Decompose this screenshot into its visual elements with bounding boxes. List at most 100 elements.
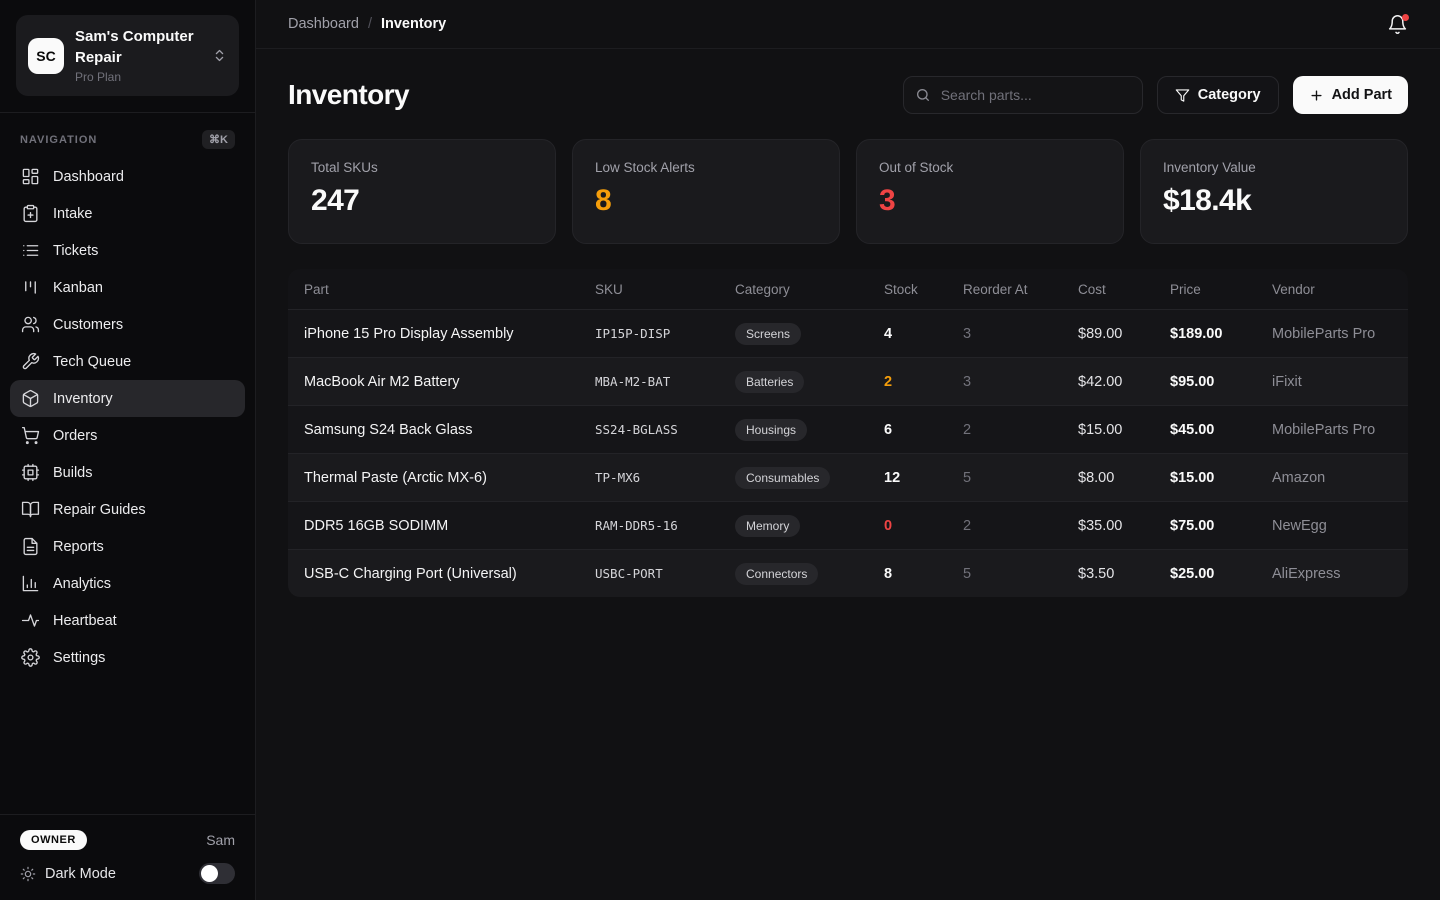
sidebar-item-label: Tech Queue: [53, 353, 132, 370]
table-header-row: Part SKU Category Stock Reorder At Cost …: [288, 269, 1408, 309]
inventory-table: Part SKU Category Stock Reorder At Cost …: [288, 269, 1408, 597]
sidebar-item-label: Orders: [53, 427, 98, 444]
part-cost: $89.00: [1078, 325, 1123, 342]
stats-row: Total SKUs 247 Low Stock Alerts 8 Out of…: [288, 139, 1408, 244]
sidebar-item-label: Dashboard: [53, 168, 124, 185]
stock-count: 2: [884, 373, 893, 390]
page-content: Inventory Category Add Part: [256, 49, 1440, 597]
sidebar-item-reports[interactable]: Reports: [10, 528, 245, 565]
stat-card-inventory-value: Inventory Value $18.4k: [1140, 139, 1408, 244]
dark-mode-toggle[interactable]: [199, 863, 235, 884]
stat-value: 247: [311, 184, 360, 217]
sidebar-item-label: Reports: [53, 538, 104, 555]
sidebar-item-orders[interactable]: Orders: [10, 417, 245, 454]
sidebar-item-label: Analytics: [53, 575, 112, 592]
category-badge: Batteries: [735, 370, 805, 393]
sidebar-item-dashboard[interactable]: Dashboard: [10, 158, 245, 195]
sidebar-item-settings[interactable]: Settings: [10, 639, 245, 676]
column-header-cost: Cost: [1078, 281, 1106, 297]
nav-section-header: NAVIGATION ⌘K: [20, 130, 235, 150]
sidebar-item-heartbeat[interactable]: Heartbeat: [10, 602, 245, 639]
part-vendor: NewEgg: [1272, 517, 1327, 534]
column-header-vendor: Vendor: [1272, 281, 1315, 297]
role-badge: OWNER: [20, 830, 87, 850]
bell-icon: [1388, 14, 1407, 34]
user-name: Sam: [206, 832, 235, 848]
table-row[interactable]: Samsung S24 Back Glass SS24-BGLASS Housi…: [288, 405, 1408, 453]
part-name: USB-C Charging Port (Universal): [304, 565, 517, 582]
sidebar-item-label: Repair Guides: [53, 501, 146, 518]
sidebar-item-customers[interactable]: Customers: [10, 306, 245, 343]
stat-card-low-stock: Low Stock Alerts 8: [572, 139, 840, 244]
sidebar-item-label: Kanban: [53, 279, 103, 296]
plus-icon: [1311, 89, 1322, 101]
part-sku: RAM-DDR5-16: [595, 518, 678, 533]
bar-chart-icon: [22, 576, 39, 592]
part-vendor: MobileParts Pro: [1272, 421, 1376, 438]
package-icon: [22, 390, 39, 408]
toggle-knob: [201, 865, 218, 882]
sidebar-item-tech-queue[interactable]: Tech Queue: [10, 343, 245, 380]
table-row[interactable]: iPhone 15 Pro Display Assembly IP15P-DIS…: [288, 309, 1408, 357]
category-button-label: Category: [1197, 87, 1261, 103]
add-part-button[interactable]: Add Part: [1292, 76, 1408, 114]
activity-icon: [21, 614, 40, 628]
part-price: $189.00: [1170, 325, 1223, 342]
part-vendor: iFixit: [1272, 373, 1302, 390]
sidebar-item-kanban[interactable]: Kanban: [10, 269, 245, 306]
sidebar: SC Sam's Computer Repair Pro Plan NAVIGA…: [0, 0, 256, 900]
notifications-button[interactable]: [1387, 13, 1409, 35]
category-filter-button[interactable]: Category: [1156, 76, 1279, 114]
gear-icon: [21, 648, 40, 668]
breadcrumb-current: Inventory: [380, 16, 447, 32]
breadcrumb-separator: /: [367, 16, 372, 32]
sidebar-item-label: Inventory: [53, 390, 113, 407]
workspace-plan: Pro Plan: [75, 70, 122, 85]
search-input[interactable]: [902, 76, 1143, 114]
stock-count: 6: [884, 421, 893, 438]
part-sku: TP-MX6: [595, 470, 641, 485]
stock-count: 12: [884, 469, 901, 486]
stat-card-out-of-stock: Out of Stock 3: [856, 139, 1124, 244]
stat-label: Inventory Value: [1163, 160, 1256, 175]
users-icon: [21, 317, 40, 333]
clipboard-plus-icon: [23, 205, 38, 223]
stat-label: Total SKUs: [311, 160, 378, 175]
sidebar-item-inventory[interactable]: Inventory: [10, 380, 245, 418]
table-row[interactable]: DDR5 16GB SODIMM RAM-DDR5-16 Memory 0 2 …: [288, 501, 1408, 549]
breadcrumb: Dashboard / Inventory: [288, 16, 446, 32]
sidebar-item-builds[interactable]: Builds: [10, 454, 245, 491]
sidebar-item-label: Intake: [53, 205, 93, 222]
stock-count: 8: [884, 565, 893, 582]
wrench-icon: [22, 353, 40, 370]
reorder-threshold: 5: [963, 565, 972, 582]
sidebar-item-repair-guides[interactable]: Repair Guides: [10, 491, 245, 528]
stat-card-total-skus: Total SKUs 247: [288, 139, 556, 244]
table-row[interactable]: USB-C Charging Port (Universal) USBC-POR…: [288, 549, 1408, 597]
stat-value: 3: [879, 184, 896, 217]
column-header-sku: SKU: [595, 281, 623, 297]
sidebar-item-label: Settings: [53, 649, 106, 666]
add-part-label: Add Part: [1331, 87, 1392, 103]
sidebar-item-tickets[interactable]: Tickets: [10, 232, 245, 269]
part-price: $45.00: [1170, 421, 1215, 438]
command-k-shortcut-badge: ⌘K: [202, 130, 235, 150]
file-text-icon: [23, 538, 38, 556]
sidebar-item-label: Customers: [53, 316, 124, 333]
table-row[interactable]: MacBook Air M2 Battery MBA-M2-BAT Batter…: [288, 357, 1408, 405]
sidebar-item-intake[interactable]: Intake: [10, 195, 245, 232]
sidebar-item-analytics[interactable]: Analytics: [10, 565, 245, 602]
workspace-meta: Sam's Computer Repair Pro Plan: [75, 27, 201, 84]
part-vendor: AliExpress: [1272, 565, 1341, 582]
dashboard-icon: [22, 169, 39, 185]
main-area: Dashboard / Inventory Inventory: [256, 0, 1440, 900]
column-header-price: Price: [1170, 281, 1201, 297]
breadcrumb-dashboard-link[interactable]: Dashboard: [288, 16, 359, 32]
category-badge: Memory: [735, 514, 801, 537]
reorder-threshold: 3: [963, 325, 972, 342]
workspace-switcher[interactable]: SC Sam's Computer Repair Pro Plan: [16, 15, 239, 97]
table-row[interactable]: Thermal Paste (Arctic MX-6) TP-MX6 Consu…: [288, 453, 1408, 501]
part-cost: $35.00: [1078, 517, 1123, 534]
column-header-reorder-at: Reorder At: [963, 281, 1028, 297]
kanban-icon: [25, 281, 36, 295]
